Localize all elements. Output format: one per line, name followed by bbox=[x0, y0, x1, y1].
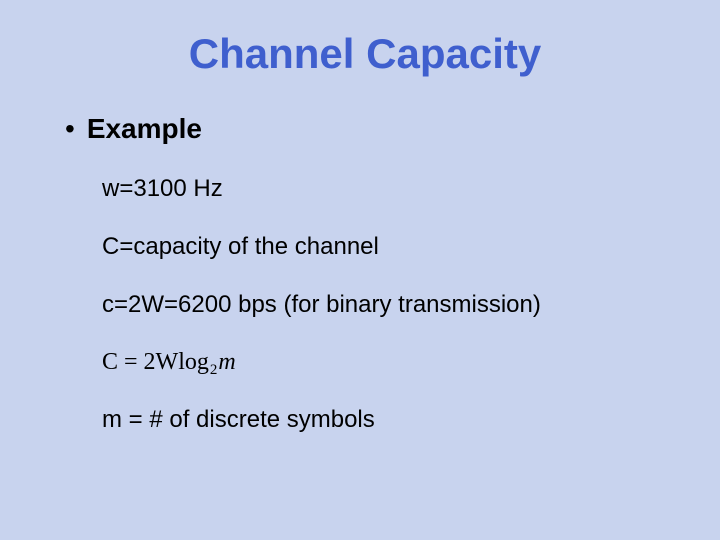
formula-part2: m bbox=[218, 349, 235, 376]
bullet-label: Example bbox=[87, 113, 202, 145]
bullet-row: • Example bbox=[65, 113, 670, 145]
line-symbols: m = # of discrete symbols bbox=[102, 406, 670, 434]
formula-subscript: 2 bbox=[210, 362, 218, 379]
line-binary-capacity: c=2W=6200 bps (for binary transmission) bbox=[102, 291, 670, 319]
slide-title: Channel Capacity bbox=[60, 30, 670, 78]
line-capacity-def: C=capacity of the channel bbox=[102, 233, 670, 261]
formula-part1: C = 2Wlog bbox=[102, 349, 209, 376]
line-bandwidth: w=3100 Hz bbox=[102, 175, 670, 203]
line-formula: C = 2Wlog 2 m bbox=[102, 349, 670, 376]
bullet-dot-icon: • bbox=[65, 115, 75, 143]
